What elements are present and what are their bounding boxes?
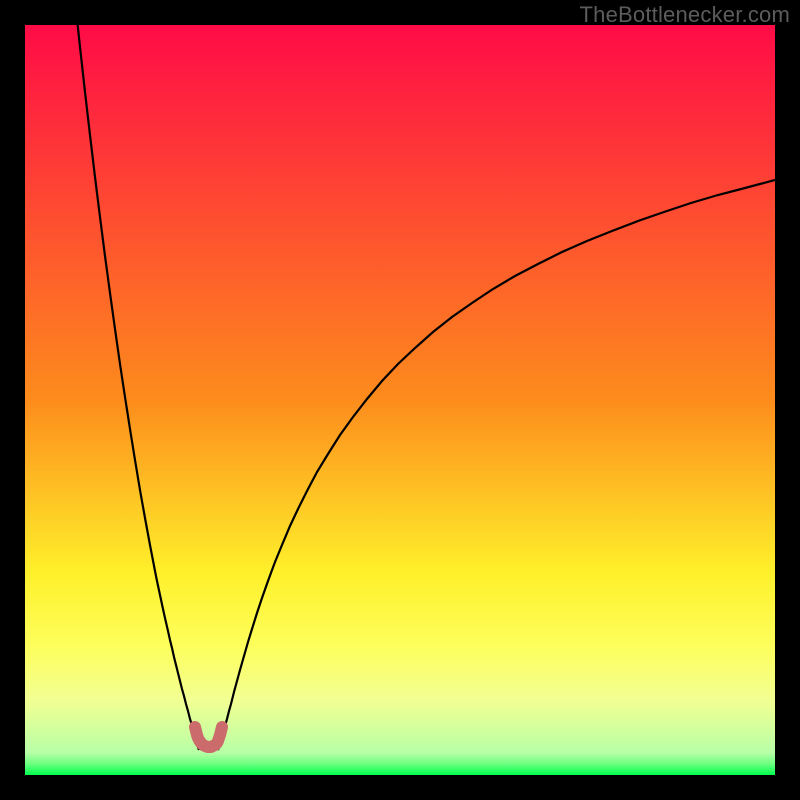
watermark-text: TheBottlenecker.com: [580, 2, 790, 28]
chart-svg: [25, 25, 775, 775]
bottleneck-curve-left: [75, 25, 199, 750]
valley-marker: [195, 727, 222, 747]
bottleneck-curve-right: [218, 180, 775, 750]
chart-plot-area: [25, 25, 775, 775]
